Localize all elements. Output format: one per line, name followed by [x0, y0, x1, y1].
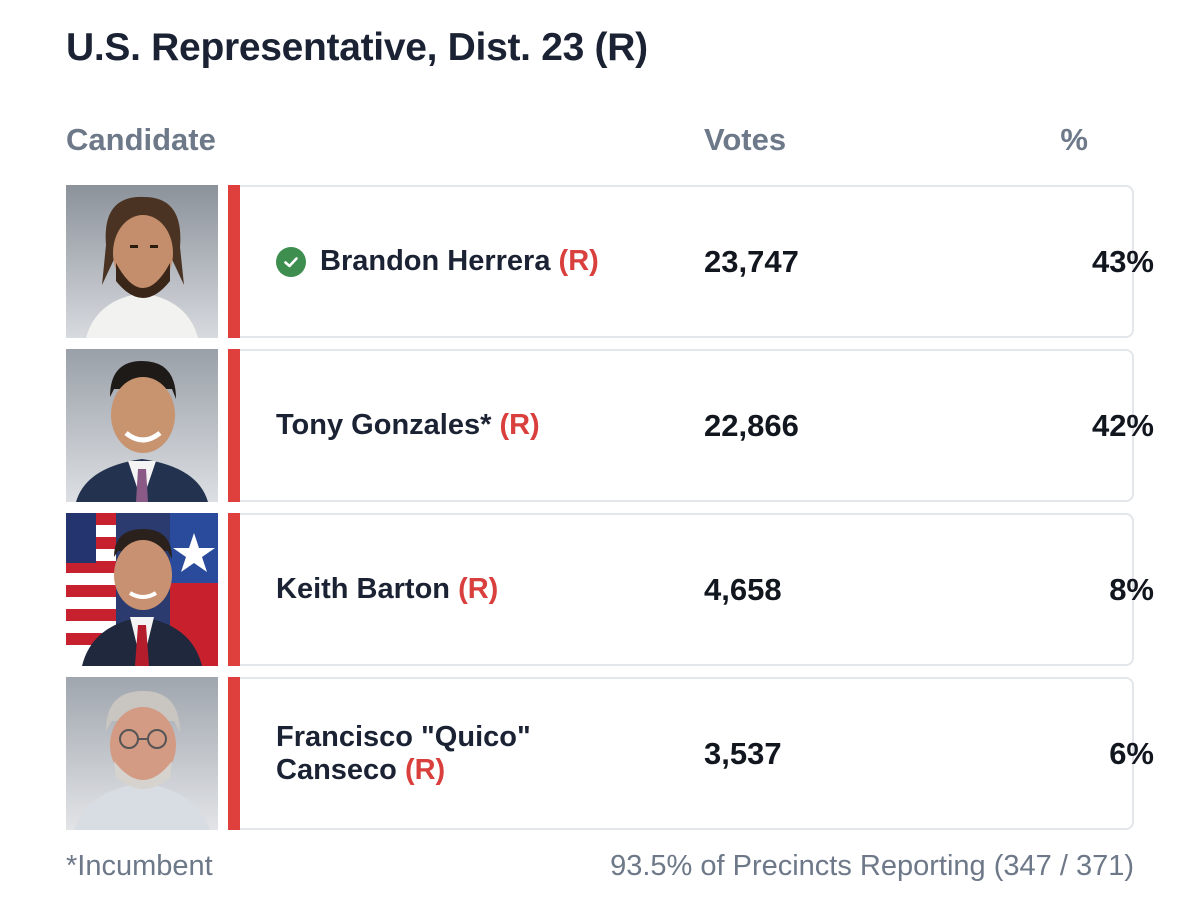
candidate-photo [66, 513, 218, 666]
party-bar-republican [228, 185, 240, 338]
party-bar-republican [228, 513, 240, 666]
candidate-votes: 4,658 [704, 571, 782, 607]
candidate-row[interactable]: Keith Barton (R) 4,658 8% [66, 513, 1154, 666]
candidate-photo [66, 677, 218, 830]
candidate-card: Francisco "Quico" Canseco (R) 3,537 6% [240, 677, 1154, 830]
header-votes: Votes [704, 122, 787, 157]
reporting-count: (347 / 371) [993, 850, 1134, 882]
race-title: U.S. Representative, Dist. 23 (R) [66, 26, 648, 69]
candidate-name-block: Francisco "Quico" Canseco (R) [276, 679, 576, 828]
precincts-reporting: 93.5% of Precincts Reporting (347 / 371) [610, 850, 1134, 883]
candidate-name-block: Keith Barton (R) [276, 515, 676, 664]
winner-check-icon [276, 246, 306, 277]
header-percent: % [1060, 122, 1088, 157]
candidate-card: Brandon Herrera (R) 23,747 43% [240, 185, 1154, 338]
header-candidate: Candidate [66, 122, 216, 157]
candidate-percent: 6% [1109, 735, 1154, 771]
candidate-photo [66, 185, 218, 338]
candidate-row[interactable]: Tony Gonzales* (R) 22,866 42% [66, 349, 1154, 502]
candidate-percent: 43% [1091, 243, 1154, 279]
candidate-card: Tony Gonzales* (R) 22,866 42% [240, 349, 1154, 502]
candidate-party: (R) [404, 753, 446, 786]
incumbent-note: *Incumbent [66, 850, 213, 882]
candidate-percent: 8% [1109, 571, 1154, 607]
candidate-name: Keith Barton [276, 573, 450, 605]
candidate-name: Tony Gonzales* [276, 409, 492, 441]
candidate-row[interactable]: Francisco "Quico" Canseco (R) 3,537 6% [66, 677, 1154, 830]
candidate-name-block: Tony Gonzales* (R) [276, 351, 676, 500]
party-bar-republican [228, 349, 240, 502]
candidate-party: (R) [499, 409, 540, 441]
candidate-row[interactable]: Brandon Herrera (R) 23,747 43% [66, 185, 1154, 338]
party-bar-republican [228, 677, 240, 830]
reporting-text: 93.5% of Precincts Reporting [610, 850, 986, 882]
candidate-name-block: Brandon Herrera (R) [276, 187, 676, 336]
candidate-votes: 3,537 [704, 735, 782, 771]
candidate-percent: 42% [1091, 407, 1154, 443]
candidate-votes: 22,866 [704, 407, 799, 443]
candidate-party: (R) [558, 245, 599, 277]
candidate-card: Keith Barton (R) 4,658 8% [240, 513, 1154, 666]
candidate-name: Francisco "Quico" Canseco [276, 720, 531, 786]
candidate-name: Brandon Herrera [320, 245, 551, 277]
candidate-party: (R) [458, 573, 499, 605]
candidate-photo [66, 349, 218, 502]
candidate-votes: 23,747 [704, 243, 799, 279]
